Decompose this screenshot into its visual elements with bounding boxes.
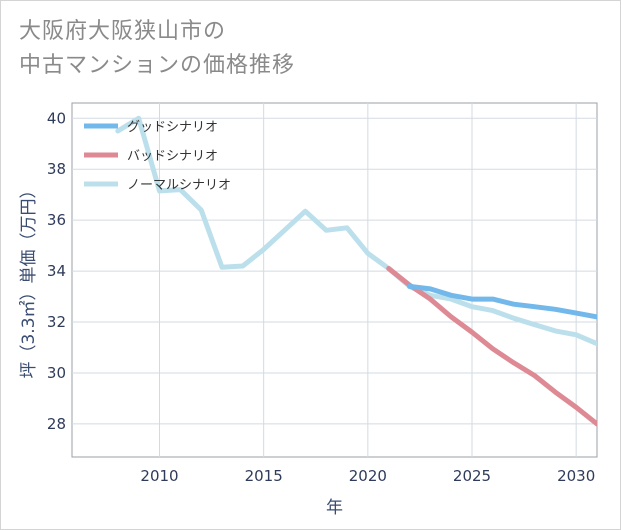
legend-label-2: バッドシナリオ — [127, 149, 218, 164]
y-tick-label: 40 — [47, 109, 66, 127]
y-tick-label: 32 — [47, 313, 66, 331]
chart-title: 大阪府大阪狭山市の 中古マンションの価格推移 — [19, 15, 295, 83]
x-axis-title: 年 — [326, 498, 343, 518]
y-tick-label: 36 — [47, 211, 66, 229]
y-tick-label: 38 — [47, 160, 66, 178]
title-line-2: 中古マンションの価格推移 — [19, 53, 296, 78]
series-line-3 — [115, 115, 597, 347]
series-line-1 — [407, 283, 597, 320]
y-axis-title: 坪（3.3㎡）単価（万円） — [19, 181, 39, 378]
series-line-2 — [386, 266, 597, 427]
x-tick-label: 2025 — [453, 467, 491, 485]
grid-lines — [72, 103, 597, 457]
x-tick-label: 2020 — [349, 467, 387, 485]
x-tick-label: 2010 — [140, 467, 178, 485]
tick-labels: 2010 2015 2020 2025 2030 28 30 32 34 36 38 40 — [47, 109, 595, 485]
legend-label-1: グッドシナリオ — [127, 120, 218, 135]
y-tick-label: 28 — [47, 415, 66, 433]
series-lines — [115, 115, 597, 427]
y-tick-label: 34 — [47, 262, 66, 280]
x-tick-label: 2030 — [557, 467, 595, 485]
legend-label-3: ノーマルシナリオ — [127, 178, 231, 193]
title-line-1: 大阪府大阪狭山市の — [19, 19, 227, 44]
x-tick-label: 2015 — [245, 467, 283, 485]
y-tick-label: 30 — [47, 364, 66, 382]
